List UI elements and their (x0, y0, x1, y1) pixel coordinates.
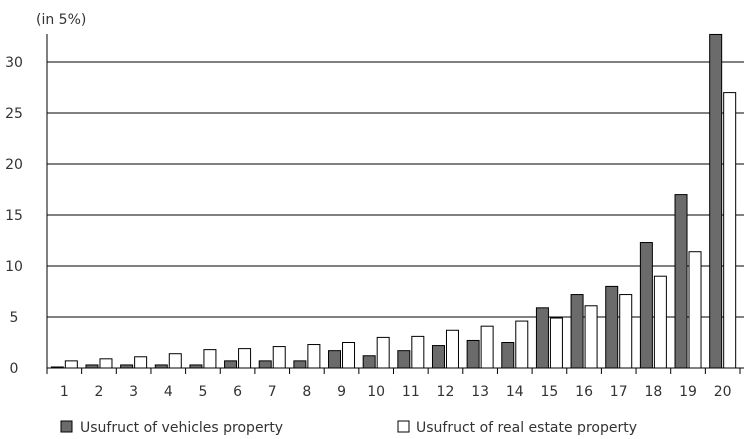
bar-real-estate (619, 294, 633, 369)
x-tick-label: 6 (233, 384, 242, 400)
bar-real-estate (168, 353, 182, 369)
bar-real-estate (342, 342, 356, 369)
x-tick-label: 16 (575, 384, 593, 400)
x-tick-label: 4 (164, 384, 173, 400)
y-tick-label: 0 (10, 361, 19, 377)
x-tick-label: 8 (302, 384, 311, 400)
x-tick-label: 2 (95, 384, 104, 400)
y-tick-label: 10 (5, 259, 23, 275)
bar-vehicles (397, 350, 411, 369)
x-tick-label: 17 (610, 384, 628, 400)
x-tick-label: 10 (367, 384, 385, 400)
bar-real-estate (411, 335, 425, 369)
x-tick-label: 18 (644, 384, 662, 400)
legend: Usufruct of vehicles property Usufruct o… (60, 420, 637, 436)
bars (50, 33, 737, 369)
gridlines (46, 34, 744, 368)
x-tick-label: 7 (268, 384, 277, 400)
bar-vehicles (258, 360, 272, 369)
y-axis-ticks: 0 5 10 15 20 25 30 (5, 55, 23, 377)
bar-vehicles (535, 307, 549, 369)
legend-label-real-estate: Usufruct of real estate property (416, 420, 637, 436)
bar-vehicles (605, 285, 619, 369)
x-tick-label: 14 (506, 384, 524, 400)
bar-vehicles (501, 342, 515, 369)
x-tick-label: 12 (437, 384, 455, 400)
y-tick-label: 30 (5, 55, 23, 71)
bar-vehicles (362, 355, 376, 369)
bar-real-estate (515, 320, 529, 369)
legend-label-vehicles: Usufruct of vehicles property (80, 420, 283, 436)
x-axis-ticks: 1 2 3 4 5 6 7 8 9 10 11 12 13 14 15 16 17 18 19 20 (60, 384, 732, 400)
bar-real-estate (376, 336, 390, 369)
bar-real-estate (549, 317, 563, 369)
bar-real-estate (64, 360, 78, 369)
x-tick-label: 11 (402, 384, 420, 400)
y-tick-label: 25 (5, 106, 23, 122)
x-tick-label: 1 (60, 384, 69, 400)
bar-vehicles (639, 242, 653, 369)
bar-real-estate (99, 358, 113, 369)
y-tick-label: 20 (5, 157, 23, 173)
bar-vehicles (466, 339, 480, 369)
bar-real-estate (723, 92, 737, 369)
x-tick-label: 3 (129, 384, 138, 400)
bar-real-estate (688, 251, 702, 369)
x-tick-label: 5 (198, 384, 207, 400)
bar-vehicles (328, 350, 342, 369)
x-tick-label: 20 (714, 384, 732, 400)
bar-vehicles (431, 345, 445, 369)
bar-real-estate (445, 329, 459, 369)
bar-real-estate (134, 356, 148, 369)
bar-vehicles (293, 360, 307, 369)
bar-real-estate (272, 346, 286, 369)
bar-vehicles (674, 194, 688, 369)
bar-vehicles (570, 294, 584, 369)
legend-swatch-real-estate (397, 420, 410, 433)
bar-real-estate (480, 325, 494, 369)
x-tick-label: 13 (471, 384, 489, 400)
bar-real-estate (238, 348, 252, 369)
bar-real-estate (584, 305, 598, 369)
bar-real-estate (653, 275, 667, 369)
legend-swatch-vehicles (60, 420, 73, 433)
y-tick-label: 15 (5, 208, 23, 224)
x-axis (46, 367, 744, 374)
bar-vehicles (709, 33, 723, 369)
x-tick-label: 15 (541, 384, 559, 400)
unit-label: (in 5%) (36, 12, 86, 28)
y-tick-label: 5 (10, 310, 19, 326)
bar-real-estate (307, 344, 321, 369)
bar-vehicles (224, 360, 238, 369)
bar-real-estate (203, 349, 217, 369)
x-tick-label: 19 (679, 384, 697, 400)
x-tick-label: 9 (337, 384, 346, 400)
